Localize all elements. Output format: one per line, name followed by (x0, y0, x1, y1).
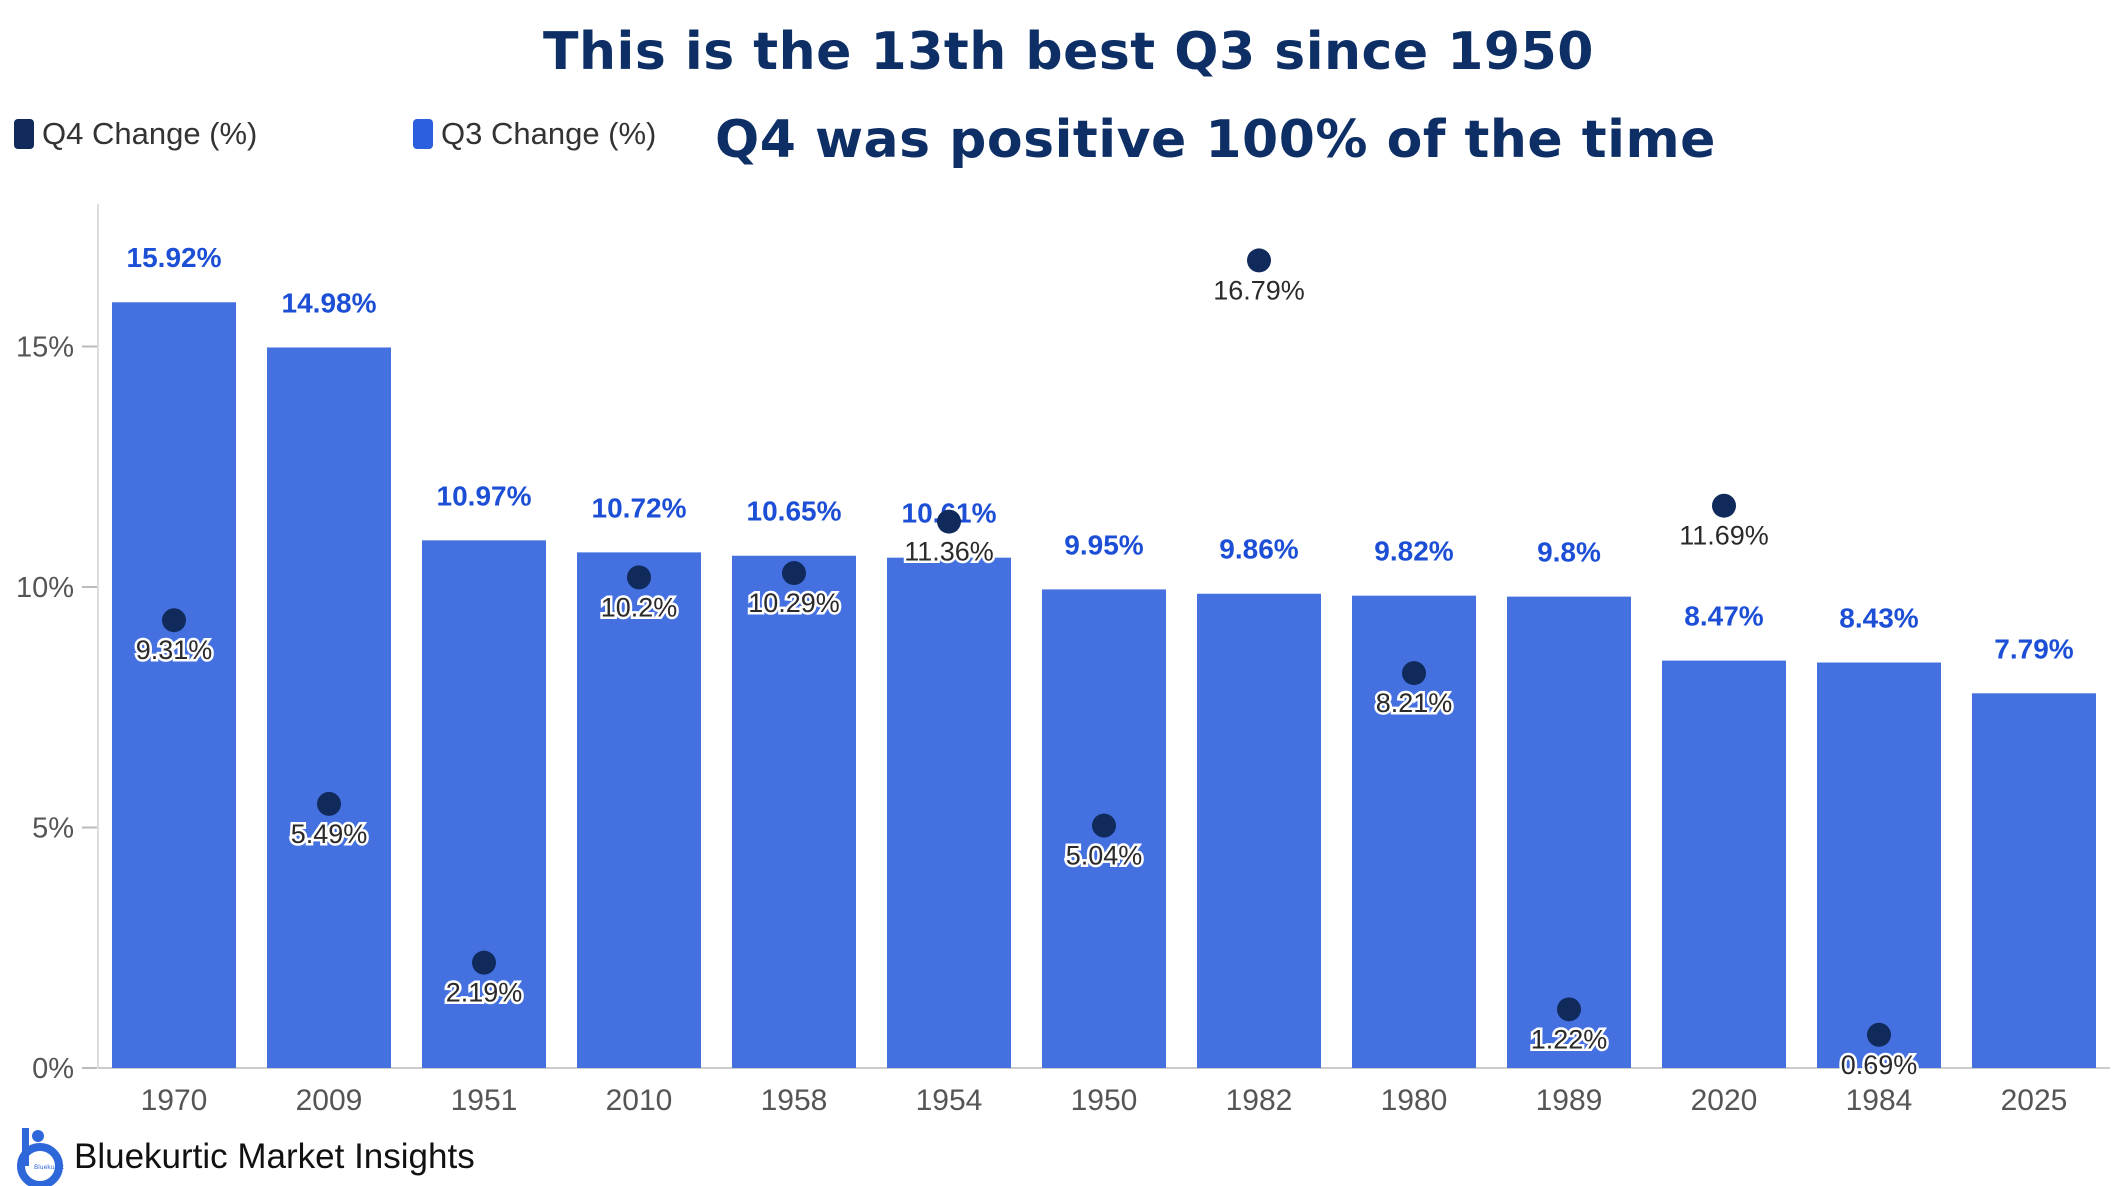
x-tick-label: 1970 (141, 1084, 208, 1117)
q3-data-label: 9.95% (1064, 529, 1143, 560)
chart-title: This is the 13th best Q3 since 1950 (543, 22, 1594, 82)
q3-data-label: 9.82% (1374, 536, 1453, 567)
q4-point (1402, 661, 1426, 686)
x-tick-label: 1951 (451, 1084, 518, 1117)
q4-point (162, 608, 186, 633)
bar-q3 (267, 347, 391, 1068)
q3-data-label: 15.92% (127, 242, 222, 273)
legend-label-q4: Q4 Change (%) (42, 116, 258, 151)
q4-data-label: 2.19% (446, 978, 523, 1008)
q4-point (1247, 248, 1271, 273)
q4-data-label: 9.31% (136, 635, 213, 665)
q4-point (782, 561, 806, 586)
x-tick-label: 1982 (1226, 1084, 1293, 1117)
q4-data-label: 10.2% (601, 592, 678, 622)
q4-data-label: 16.79% (1213, 275, 1305, 305)
x-tick-label: 1954 (916, 1084, 983, 1117)
bluekurtic-logo-icon: Bluekurtic (17, 1128, 64, 1186)
q4-data-label: 10.29% (748, 588, 840, 618)
q3-data-label: 7.79% (1994, 633, 2073, 664)
bar-q3 (887, 557, 1011, 1068)
q3-data-label: 10.72% (592, 492, 687, 523)
q4-point (1712, 493, 1736, 518)
q4-data-label: 5.04% (1066, 841, 1143, 871)
y-tick-label: 10% (16, 572, 74, 604)
x-tick-label: 2009 (296, 1084, 363, 1117)
q4-point (937, 509, 961, 534)
y-tick-label: 15% (16, 332, 74, 364)
x-tick-label: 1989 (1536, 1084, 1603, 1117)
x-tick-label: 1984 (1846, 1084, 1913, 1117)
q3-data-label: 10.65% (747, 496, 842, 527)
bar-q3 (1197, 593, 1321, 1068)
x-tick-label: 1980 (1381, 1084, 1448, 1117)
legend-item-q3[interactable]: Q3 Change (%) (413, 116, 656, 152)
x-tick-label: 1958 (761, 1084, 828, 1117)
q4-point (472, 950, 496, 975)
bar-q3 (1662, 660, 1786, 1068)
bar-q3 (577, 552, 701, 1068)
x-tick-label: 1950 (1071, 1084, 1138, 1117)
q3-data-label: 9.86% (1219, 534, 1298, 565)
legend-item-q4[interactable]: Q4 Change (%) (14, 116, 257, 152)
bar-q3 (1972, 693, 2096, 1068)
brand-name: Bluekurtic Market Insights (74, 1137, 475, 1176)
q4-point (1092, 813, 1116, 838)
q3-data-label: 14.98% (282, 287, 377, 318)
q4-point (627, 565, 651, 590)
y-tick-label: 0% (32, 1053, 74, 1085)
q3-data-label: 9.8% (1537, 537, 1601, 568)
legend-swatch-q3 (413, 119, 433, 149)
chart-subtitle: Q4 was positive 100% of the time (715, 110, 1716, 170)
logo-mark-text: Bluekurtic (34, 1164, 64, 1171)
q4-point (317, 791, 341, 816)
q3-data-label: 8.47% (1684, 601, 1763, 632)
q4-data-label: 11.36% (904, 537, 994, 567)
x-tick-label: 2025 (2001, 1084, 2068, 1117)
bar-q3 (732, 555, 856, 1068)
q4-data-label: 11.69% (1679, 521, 1769, 551)
legend-label-q3: Q3 Change (%) (441, 116, 657, 151)
q4-point (1867, 1022, 1891, 1047)
q4-data-label: 0.69% (1841, 1050, 1918, 1080)
legend-swatch-q4 (14, 119, 34, 149)
bar-q3 (422, 540, 546, 1068)
x-tick-label: 2020 (1691, 1084, 1758, 1117)
x-tick-label: 2010 (606, 1084, 673, 1117)
q4-point (1557, 997, 1581, 1022)
q3-data-label: 8.43% (1839, 603, 1918, 634)
q4-data-label: 1.22% (1531, 1024, 1608, 1054)
bar-q3 (1817, 662, 1941, 1068)
q3-data-label: 10.97% (437, 480, 532, 511)
q4-data-label: 5.49% (291, 819, 368, 849)
bar-q3 (112, 302, 236, 1068)
y-tick-label: 5% (32, 813, 74, 845)
brand-footer: Bluekurtic Bluekurtic Market Insights (14, 1128, 475, 1186)
bar-q3 (1507, 596, 1631, 1068)
q4-data-label: 8.21% (1376, 688, 1453, 718)
